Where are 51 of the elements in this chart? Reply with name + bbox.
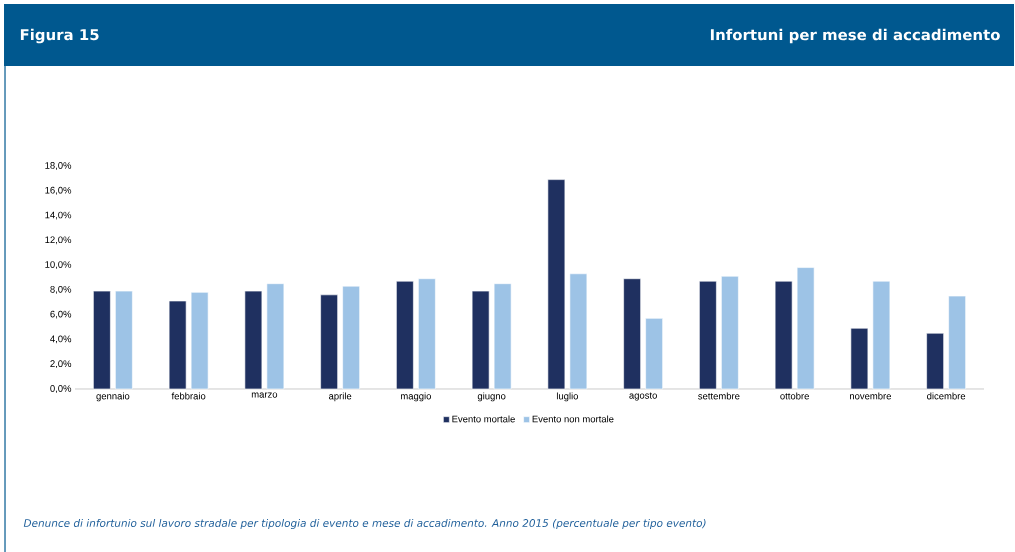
bar (699, 280, 717, 390)
bar (547, 179, 566, 390)
y-tick-label: 18,0% (45, 162, 72, 170)
bar (926, 332, 944, 390)
y-tick-label: 6,0% (50, 310, 72, 319)
legend-label: Evento non mortale (532, 415, 614, 423)
bar (850, 327, 869, 390)
bar (721, 275, 739, 390)
x-tick-label: maggio (400, 392, 432, 402)
x-tick-label: marzo (251, 392, 278, 398)
bar (418, 278, 436, 390)
bar (266, 283, 285, 390)
bar (168, 300, 187, 390)
y-tick-label: 4,0% (50, 335, 72, 344)
bar (93, 290, 111, 390)
bar (471, 290, 490, 390)
x-tick-label: gennaio (96, 392, 130, 402)
x-tick-label: dicembre (927, 392, 966, 400)
bar (342, 285, 360, 390)
bar (493, 283, 512, 390)
x-tick-label: luglio (556, 392, 579, 402)
bar (872, 280, 891, 390)
legend-label: Evento mortale (452, 415, 515, 423)
y-tick-label: 2,0% (50, 360, 72, 369)
bar (244, 290, 263, 390)
x-tick-label: aprile (328, 392, 352, 402)
x-tick-label: febbraio (171, 392, 206, 400)
y-tick-label: 0,0% (50, 385, 72, 393)
chart-title: Figura 15 (20, 28, 99, 44)
chart-subtitle: Infortuni per mese di accadimento (710, 28, 1000, 44)
y-tick-label: 8,0% (50, 285, 72, 294)
bar (645, 318, 663, 390)
bar (190, 292, 209, 390)
bar (948, 295, 966, 390)
x-tick-label: settembre (698, 392, 740, 400)
bar (796, 267, 815, 390)
bar (396, 280, 414, 390)
text: Denunce di infortunio sul lavoro stradale per tipologia di evento e mese di accadimento. Anno 2015 (percentuale per tipo evento) (23, 518, 706, 530)
x-tick-label: giugno (477, 392, 506, 402)
bar (320, 294, 338, 390)
x-tick-label: ottobre (780, 392, 809, 400)
bar (569, 273, 588, 390)
x-tick-label: agosto (629, 392, 657, 401)
bar (623, 278, 641, 390)
bar (774, 280, 793, 390)
x-tick-label: novembre (849, 392, 891, 400)
bar (115, 290, 133, 390)
y-tick-label: 14,0% (45, 211, 72, 220)
y-tick-label: 12,0% (45, 236, 72, 245)
y-tick-label: 16,0% (45, 186, 72, 195)
y-tick-label: 10,0% (45, 261, 72, 270)
